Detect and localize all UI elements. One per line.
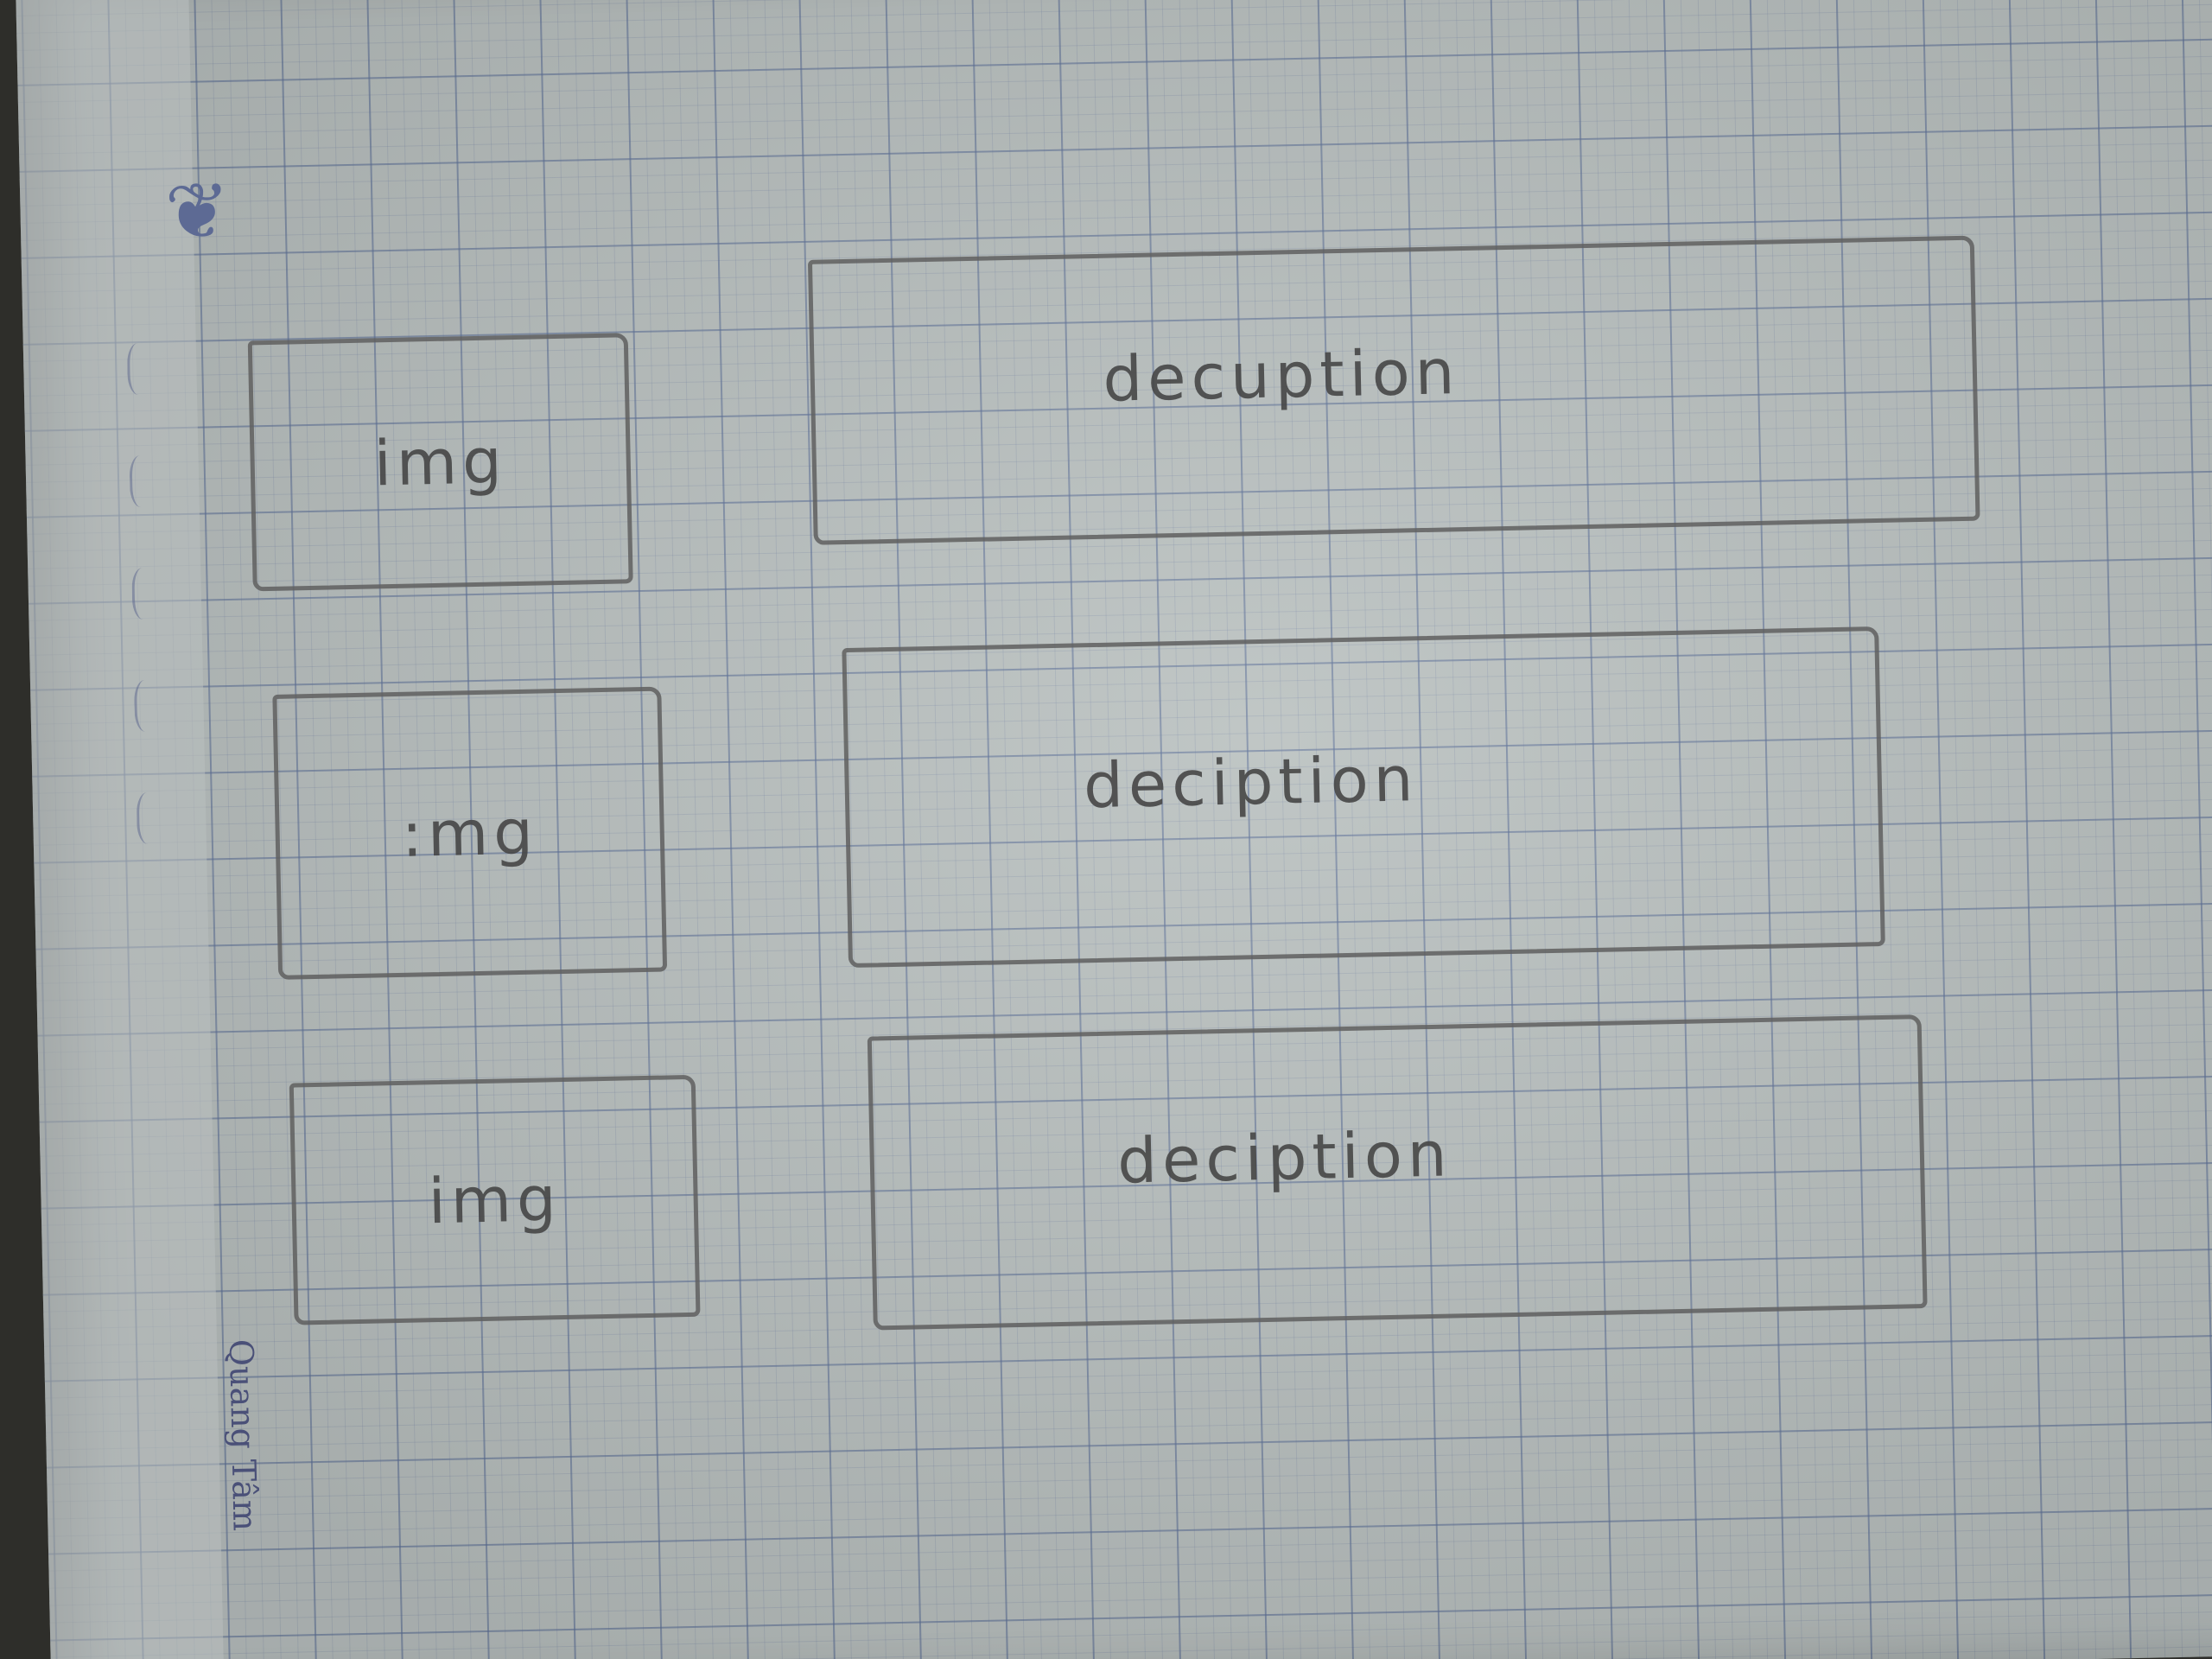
image-placeholder-label: img [427,1162,563,1238]
description-placeholder-3: deciption [867,1014,1928,1331]
image-placeholder-label: img [372,424,508,500]
grid-paper-sheet: ❦ Quang Tâm img decuption :mg deciption … [16,0,2212,1659]
notebook-logo-icon: ❦ [163,165,232,258]
image-placeholder-label: :mg [400,795,539,871]
image-placeholder-2: :mg [272,686,668,980]
description-placeholder-2: deciption [842,626,1885,969]
description-placeholder-1: decuption [807,235,1980,545]
notebook-brand-label: Quang Tâm [221,1338,264,1532]
description-placeholder-label: deciption [1083,742,1420,823]
description-placeholder-label: deciption [1116,1117,1453,1198]
image-placeholder-3: img [289,1074,701,1325]
description-placeholder-label: decuption [1102,335,1461,416]
image-placeholder-1: img [247,333,633,592]
